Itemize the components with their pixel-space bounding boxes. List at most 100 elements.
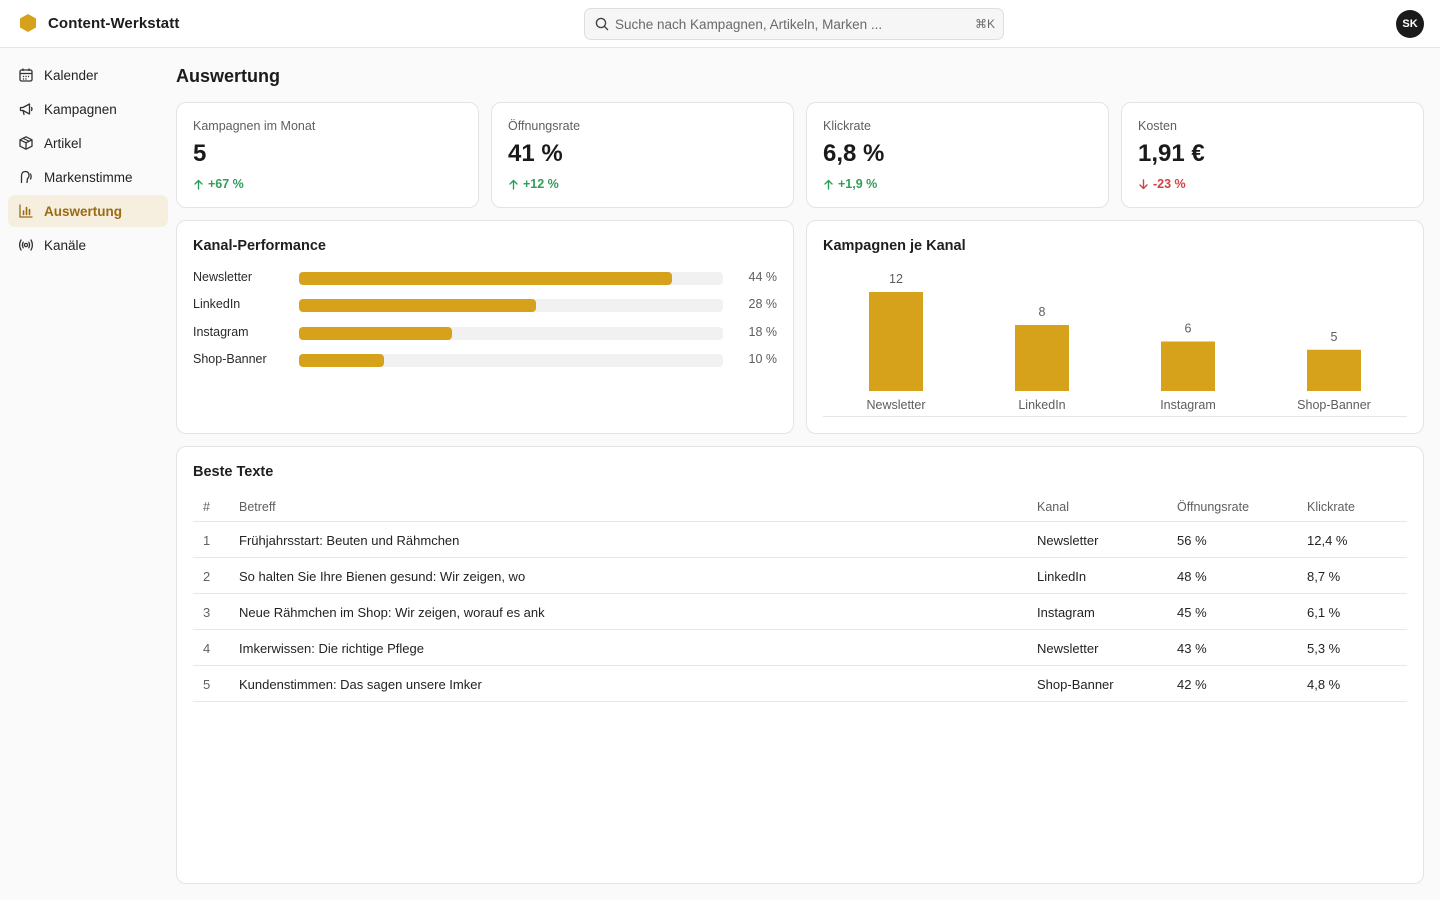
cell-channel: LinkedIn (1037, 569, 1087, 584)
calendar-icon (18, 67, 34, 83)
category-label: Newsletter (866, 398, 925, 412)
kpi-label: Klickrate (823, 119, 871, 133)
campaigns-per-channel-card: Kampagnen je Kanal 12 Newsletter 8 LinkedIn… (806, 220, 1424, 434)
channel-name: Instagram (193, 325, 249, 339)
cell-open-rate: 48 % (1177, 569, 1207, 584)
top-bar: Content-Werkstatt ⌘K SK (0, 0, 1440, 48)
table-header: # Betreff Kanal Öffnungsrate Klickrate (193, 497, 1407, 522)
column-header-subject[interactable]: Betreff (239, 500, 276, 514)
search-input[interactable] (615, 9, 955, 39)
sidebar-item-markenstimme[interactable]: Markenstimme (8, 161, 168, 193)
performance-row: Shop-Banner 10 % (193, 350, 777, 370)
kpi-label: Öffnungsrate (508, 119, 581, 133)
cell-open-rate: 43 % (1177, 641, 1207, 656)
arrow-up-icon (509, 179, 518, 190)
sidebar-item-label: Artikel (44, 135, 82, 151)
progress-track (299, 272, 723, 285)
sidebar-item-artikel[interactable]: Artikel (8, 127, 168, 159)
kpi-delta: +1,9 % (823, 177, 877, 191)
chart-bar[interactable] (1015, 325, 1069, 391)
search-box[interactable]: ⌘K (584, 8, 1004, 40)
bar-value-label: 8 (1039, 305, 1046, 319)
sidebar-item-label: Kanäle (44, 237, 87, 253)
column-header-channel[interactable]: Kanal (1037, 500, 1069, 514)
channel-name: Shop-Banner (193, 352, 267, 366)
hexagon-logo-icon (20, 14, 36, 32)
kpi-card-kampagnen: Kampagnen im Monat 5 +67 % (176, 102, 479, 208)
kpi-value: 5 (193, 140, 207, 167)
sidebar-item-label: Markenstimme (44, 169, 133, 185)
sidebar-item-kampagnen[interactable]: Kampagnen (8, 93, 168, 125)
performance-row: Newsletter 44 % (193, 268, 777, 288)
cell-click-rate: 5,3 % (1307, 641, 1341, 656)
campaigns-bar-chart: 12 Newsletter 8 LinkedIn 6 Instagram 5 Shop-Ban… (823, 272, 1407, 417)
cell-rank: 3 (203, 605, 211, 620)
kpi-label: Kampagnen im Monat (193, 119, 316, 133)
kpi-card-klickrate: Klickrate 6,8 % +1,9 % (806, 102, 1109, 208)
cell-channel: Shop-Banner (1037, 677, 1114, 692)
sidebar-item-label: Kampagnen (44, 101, 117, 117)
column-header-click-rate[interactable]: Klickrate (1307, 500, 1355, 514)
cell-click-rate: 12,4 % (1307, 533, 1348, 548)
column-header-open-rate[interactable]: Öffnungsrate (1177, 500, 1250, 514)
progress-fill (299, 354, 384, 367)
chart-bar[interactable] (1161, 341, 1215, 392)
column-header-rank[interactable]: # (203, 500, 210, 514)
kpi-label: Kosten (1138, 119, 1177, 133)
table-row[interactable]: 1 Frühjahrsstart: Beuten und Rähmchen Ne… (193, 522, 1407, 558)
chart-bar[interactable] (1307, 349, 1361, 391)
kpi-delta: -23 % (1138, 177, 1186, 191)
best-texts-table: # Betreff Kanal Öffnungsrate Klickrate 1… (193, 497, 1407, 702)
sidebar-item-label: Auswertung (44, 203, 123, 219)
cell-open-rate: 42 % (1177, 677, 1207, 692)
card-title: Kanal-Performance (193, 238, 326, 254)
cell-channel: Newsletter (1037, 641, 1099, 656)
cell-subject: Frühjahrsstart: Beuten und Rähmchen (239, 533, 460, 548)
channel-share: 18 % (748, 325, 778, 339)
cell-rank: 2 (203, 569, 211, 584)
app-name: Content-Werkstatt (48, 14, 180, 32)
sidebar-item-kanaele[interactable]: Kanäle (8, 229, 168, 261)
table-row[interactable]: 2 So halten Sie Ihre Bienen gesund: Wir … (193, 558, 1407, 594)
category-label: Instagram (1160, 398, 1216, 412)
kpi-value: 1,91 € (1138, 140, 1205, 167)
category-label: Shop-Banner (1297, 398, 1371, 412)
bar-value-label: 5 (1331, 330, 1338, 344)
voice-icon (18, 169, 34, 185)
channel-name: LinkedIn (193, 297, 241, 311)
progress-track (299, 327, 723, 340)
search-shortcut: ⌘K (974, 17, 995, 31)
cell-channel: Newsletter (1037, 533, 1099, 548)
user-avatar[interactable]: SK (1396, 10, 1424, 38)
performance-row: Instagram 18 % (193, 323, 777, 343)
cell-rank: 4 (203, 641, 211, 656)
cell-channel: Instagram (1037, 605, 1095, 620)
kpi-delta: +12 % (508, 177, 559, 191)
channel-performance-card: Kanal-Performance Newsletter 44 % Linked… (176, 220, 794, 434)
bar-value-label: 6 (1185, 322, 1192, 336)
channel-share: 10 % (748, 352, 778, 366)
sidebar-item-label: Kalender (44, 67, 99, 83)
table-row[interactable]: 4 Imkerwissen: Die richtige Pflege Newsl… (193, 630, 1407, 666)
chart-bar[interactable] (869, 292, 923, 391)
cell-click-rate: 4,8 % (1307, 677, 1341, 692)
cell-rank: 1 (203, 533, 211, 548)
box-icon (18, 135, 34, 151)
cell-subject: Kundenstimmen: Das sagen unsere Imker (239, 677, 482, 692)
progress-fill (299, 272, 673, 285)
table-row[interactable]: 3 Neue Rähmchen im Shop: Wir zeigen, wor… (193, 594, 1407, 630)
card-title: Beste Texte (193, 464, 274, 480)
cell-rank: 5 (203, 677, 211, 692)
progress-fill (299, 299, 537, 312)
sidebar-item-auswertung[interactable]: Auswertung (8, 195, 168, 227)
sidebar: Kalender Kampagnen Artikel Markenstimme … (8, 59, 168, 263)
kpi-delta-value: +12 % (523, 177, 559, 191)
cell-open-rate: 45 % (1177, 605, 1207, 620)
sidebar-item-kalender[interactable]: Kalender (8, 59, 168, 91)
category-label: LinkedIn (1018, 398, 1065, 412)
cell-click-rate: 8,7 % (1307, 569, 1341, 584)
cell-subject: Neue Rähmchen im Shop: Wir zeigen, worau… (239, 605, 545, 620)
table-row[interactable]: 5 Kundenstimmen: Das sagen unsere Imker … (193, 666, 1407, 702)
cell-click-rate: 6,1 % (1307, 605, 1341, 620)
brand[interactable]: Content-Werkstatt (19, 13, 179, 33)
